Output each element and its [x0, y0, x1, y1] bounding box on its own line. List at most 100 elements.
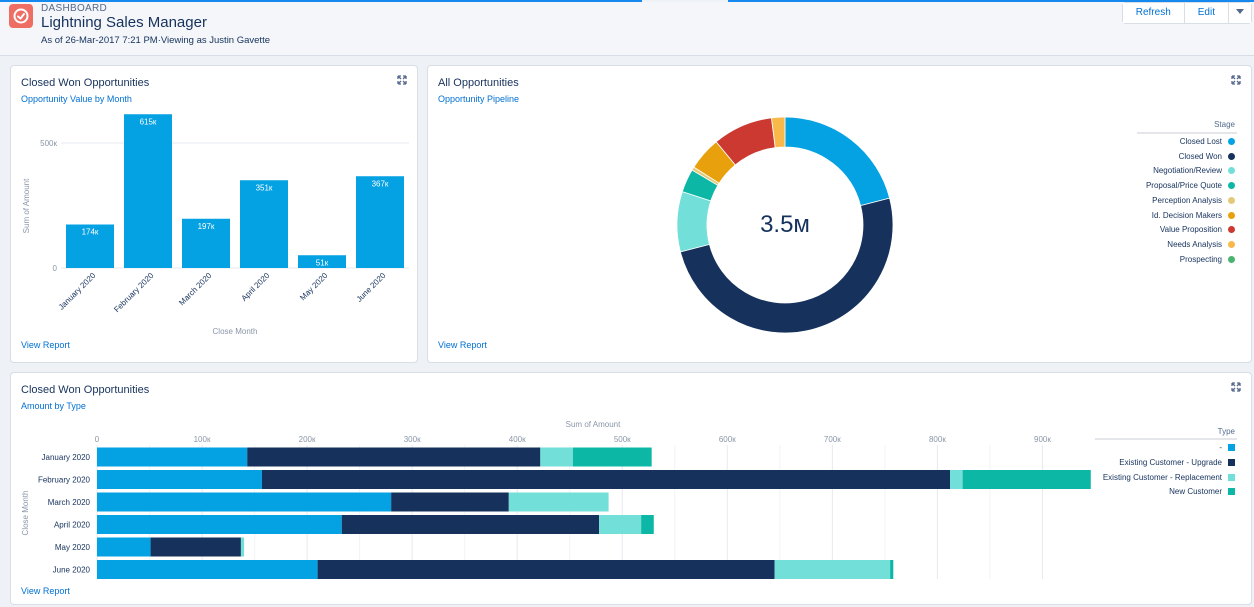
top-progress-line [0, 0, 1254, 2]
legend-item[interactable]: Existing Customer - Upgrade [1119, 458, 1235, 467]
card-title: Closed Won Opportunities [21, 77, 150, 89]
y-tick-label: May 2020 [55, 543, 91, 552]
header-actions: Refresh Edit [1121, 2, 1252, 24]
legend-item[interactable]: New Customer [1169, 487, 1235, 496]
x-tick-label: January 2020 [57, 271, 98, 312]
card-amount-by-type: Closed Won Opportunities Amount by Type … [10, 372, 1252, 605]
bar-chart: 0 500к Sum of Amount 174к January 2020 615к Fe… [22, 114, 409, 336]
legend-label: - [1219, 443, 1222, 452]
view-report-link[interactable]: View Report [21, 340, 70, 350]
edit-button[interactable]: Edit [1184, 3, 1229, 23]
bar-segment[interactable] [890, 560, 894, 579]
x-tick-label: 800к [929, 435, 946, 444]
legend-item[interactable]: Closed Won [1179, 152, 1235, 161]
bar[interactable] [66, 224, 114, 269]
view-report-link[interactable]: View Report [438, 340, 487, 350]
bar-segment[interactable] [540, 447, 573, 467]
donut-total: 3.5м [760, 211, 810, 238]
legend-label: Prospecting [1179, 254, 1222, 264]
x-tick-label: 900к [1034, 435, 1051, 444]
y-axis-label: Sum of Amount [22, 178, 31, 233]
legend-item[interactable]: - [1219, 443, 1235, 452]
bar-segment[interactable] [261, 470, 951, 489]
legend-swatch [1228, 444, 1235, 451]
bar-segment[interactable] [97, 447, 248, 467]
legend-swatch [1228, 138, 1235, 145]
x-tick-label: June 2020 [355, 271, 388, 304]
legend-item[interactable]: Prospecting [1180, 255, 1235, 264]
legend-label: Existing Customer - Upgrade [1119, 457, 1222, 467]
expand-icon[interactable] [1231, 382, 1241, 392]
legend-label: New Customer [1169, 487, 1222, 497]
bar-segment[interactable] [240, 537, 245, 557]
x-tick-label: 400к [509, 435, 526, 444]
legend-label: Existing Customer - Replacement [1102, 472, 1222, 482]
bar-segment[interactable] [97, 492, 392, 512]
bar[interactable] [240, 180, 288, 268]
x-axis-label: Close Month [213, 327, 258, 336]
dashboard-header: DASHBOARD Lightning Sales Manager As of … [0, 2, 1254, 56]
bar-segment[interactable] [97, 470, 262, 489]
donut-slice[interactable] [679, 197, 894, 334]
donut-slice[interactable] [784, 116, 891, 207]
y-tick-label: February 2020 [38, 476, 91, 485]
card-subtitle: Amount by Type [21, 401, 86, 411]
bar[interactable] [356, 176, 404, 268]
expand-icon[interactable] [1231, 75, 1241, 85]
bar-segment[interactable] [391, 492, 509, 512]
bar-segment[interactable] [97, 560, 318, 579]
x-axis-label: Sum of Amount [566, 420, 621, 429]
donut-slice[interactable] [676, 191, 712, 253]
legend-title: Stage [1214, 120, 1235, 129]
legend-item[interactable]: Id. Decision Makers [1152, 211, 1235, 220]
bar-value-label: 351к [256, 183, 273, 192]
more-actions-button[interactable] [1229, 3, 1251, 23]
x-tick-label: April 2020 [240, 271, 272, 303]
bar[interactable] [124, 114, 172, 268]
legend-label: Closed Lost [1179, 137, 1222, 146]
legend-item[interactable]: Perception Analysis [1152, 196, 1235, 205]
view-report-link[interactable]: View Report [21, 586, 70, 596]
bar-segment[interactable] [247, 447, 541, 467]
bar-segment[interactable] [97, 515, 342, 534]
bar-value-label: 367к [372, 179, 389, 188]
card-closed-won-by-month: Closed Won Opportunities Opportunity Val… [10, 65, 418, 363]
legend-item[interactable]: Existing Customer - Replacement [1103, 473, 1235, 482]
bar-segment[interactable] [950, 470, 963, 489]
bar-segment[interactable] [774, 560, 891, 579]
bar-segment[interactable] [641, 515, 654, 534]
legend-item[interactable]: Negotiation/Review [1153, 166, 1235, 175]
legend-label: Id. Decision Makers [1151, 210, 1222, 220]
expand-icon[interactable] [397, 75, 407, 85]
legend-swatch [1228, 458, 1235, 466]
legend-label: Value Proposition [1159, 225, 1222, 235]
legend-item[interactable]: Value Proposition [1160, 225, 1235, 234]
x-tick-label: 500к [614, 435, 631, 444]
x-tick-label: 600к [719, 435, 736, 444]
bar-segment[interactable] [317, 560, 775, 579]
legend-item[interactable]: Closed Lost [1180, 137, 1235, 146]
stacked-bar-chart: Sum of Amount 0 100к 200к 300к 400к 500к 600к 70… [21, 420, 1237, 579]
bar-value-label: 615к [140, 117, 157, 126]
bar-segment[interactable] [508, 492, 609, 512]
y-tick-label: 500к [40, 139, 57, 148]
refresh-button[interactable]: Refresh [1122, 3, 1185, 23]
x-tick-label: 0 [95, 435, 100, 444]
bar-segment[interactable] [572, 447, 652, 467]
x-tick-label: 700к [824, 435, 841, 444]
legend-item[interactable]: Proposal/Price Quote [1146, 181, 1235, 190]
dashboard-gauge-icon [9, 4, 33, 28]
bar-segment[interactable] [341, 515, 600, 534]
bar-segment[interactable] [97, 537, 151, 557]
card-all-opportunities: All Opportunities Opportunity Pipeline 3… [427, 65, 1252, 363]
bar-segment[interactable] [599, 515, 642, 534]
as-of-meta: As of 26-Mar-2017 7:21 PM·Viewing as Jus… [41, 35, 270, 46]
legend-swatch [1228, 152, 1235, 160]
bar-segment[interactable] [962, 470, 1091, 489]
legend-label: Needs Analysis [1167, 239, 1222, 249]
legend-item[interactable]: Needs Analysis [1167, 240, 1235, 249]
bar[interactable] [298, 255, 346, 268]
bar[interactable] [182, 218, 230, 268]
bar-segment[interactable] [150, 537, 241, 557]
donut-slice[interactable] [771, 116, 786, 149]
